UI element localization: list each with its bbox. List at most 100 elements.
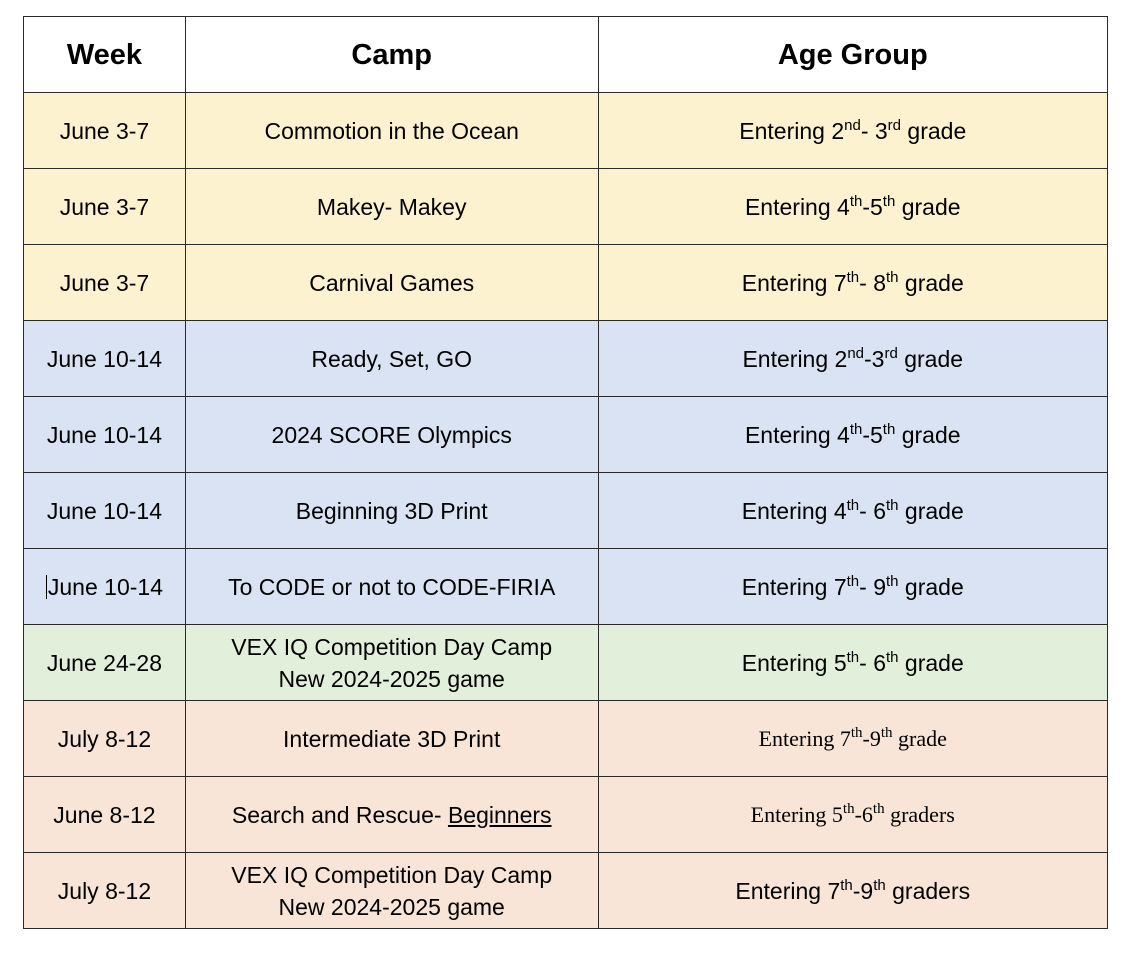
ordinal-suffix: nd <box>847 344 865 362</box>
camp-name-line: New 2024-2025 game <box>278 665 505 692</box>
camp-name-line: New 2024-2025 game <box>278 893 505 920</box>
week-text: June 24-28 <box>46 649 162 676</box>
age-text: grade <box>895 421 961 448</box>
table-row: July 8-12 VEX IQ Competition Day Camp New … <box>23 852 1109 929</box>
camp-name-line: Makey- Makey <box>316 193 467 220</box>
camp-name-line: Beginning 3D Print <box>295 497 488 524</box>
age-group-cell: Entering 4th-5th grade <box>597 168 1109 245</box>
age-text: -9 <box>852 877 874 904</box>
age-text: Entering 5 <box>741 649 847 676</box>
ordinal-suffix: th <box>840 876 853 894</box>
camp-name-line: Commotion in the Ocean <box>264 117 519 144</box>
age-group-cell: Entering 7th- 8th grade <box>597 244 1109 321</box>
camp-name: Search and Rescue- <box>231 801 448 828</box>
week-cell: June 10-14 <box>23 396 186 473</box>
table-row: June 10-14 To CODE or not to CODE-FIRIA En… <box>23 548 1109 625</box>
week-text: June 10-14 <box>46 421 162 448</box>
text-cursor <box>45 574 47 599</box>
camp-cell: Commotion in the Ocean <box>184 92 599 169</box>
ordinal-suffix: th <box>850 724 863 741</box>
ordinal-suffix: th <box>882 192 896 210</box>
week-text: June 3-7 <box>59 193 150 220</box>
header-week: Week <box>23 16 186 93</box>
age-group-cell: Entering 5th-6th graders <box>597 776 1109 853</box>
table-row: June 10-14 Beginning 3D Print Entering 4th… <box>23 472 1109 549</box>
week-text: June 10-14 <box>46 497 162 524</box>
age-text: grade <box>895 193 961 220</box>
age-text: Entering 4 <box>744 421 850 448</box>
ordinal-suffix: th <box>872 800 885 817</box>
camp-cell: VEX IQ Competition Day Camp New 2024-2025… <box>184 852 599 929</box>
ordinal-suffix: rd <box>884 344 898 362</box>
age-group-cell: Entering 2nd- 3rd grade <box>597 92 1109 169</box>
age-text: graders <box>884 801 955 827</box>
age-text: - 9 <box>859 573 886 600</box>
age-text: -5 <box>862 193 883 220</box>
age-text: -6 <box>854 801 873 827</box>
camp-name-line: Intermediate 3D Print <box>283 725 501 752</box>
camp-cell: Search and Rescue- Beginners <box>184 776 599 853</box>
age-text: -3 <box>864 345 885 372</box>
table-row: July 8-12 Intermediate 3D Print Entering 7… <box>23 700 1109 777</box>
age-text: Entering 7 <box>741 269 847 296</box>
camp-name-line: VEX IQ Competition Day Camp <box>231 861 553 888</box>
age-text: grade <box>898 269 964 296</box>
ordinal-suffix: th <box>846 572 860 590</box>
age-group-cell: Entering 7th- 9th grade <box>597 548 1109 625</box>
header-row: Week Camp Age Group <box>23 16 1109 93</box>
table-row: June 3-7 Commotion in the Ocean Entering 2… <box>23 92 1109 169</box>
week-cell: July 8-12 <box>23 700 186 777</box>
ordinal-suffix: nd <box>844 116 861 134</box>
age-text: Entering 4 <box>744 193 850 220</box>
age-text: Entering 4 <box>741 497 847 524</box>
week-text: June 10-14 <box>47 573 163 600</box>
header-camp: Camp <box>184 16 599 93</box>
table-row: June 3-7 Makey- Makey Entering 4th-5th gra… <box>23 168 1109 245</box>
ordinal-suffix: th <box>849 420 863 438</box>
week-cell: June 3-7 <box>23 168 186 245</box>
table-row: June 3-7 Carnival Games Entering 7th- 8th … <box>23 244 1109 321</box>
camp-cell: Makey- Makey <box>184 168 599 245</box>
ordinal-suffix: th <box>886 572 899 590</box>
week-cell: June 8-12 <box>23 776 186 853</box>
camp-cell: To CODE or not to CODE-FIRIA <box>184 548 599 625</box>
ordinal-suffix: th <box>882 420 896 438</box>
table-row: June 10-14 2024 SCORE Olympics Entering 4t… <box>23 396 1109 473</box>
camp-cell: Carnival Games <box>184 244 599 321</box>
camp-name-line: To CODE or not to CODE-FIRIA <box>228 573 556 600</box>
ordinal-suffix: th <box>846 496 860 514</box>
age-group-cell: Entering 5th- 6th grade <box>597 624 1109 701</box>
age-text: grade <box>897 345 964 372</box>
ordinal-suffix: th <box>846 268 860 286</box>
age-group-cell: Entering 4th- 6th grade <box>597 472 1109 549</box>
age-text: -5 <box>862 421 883 448</box>
week-cell: June 10-14 <box>23 320 186 397</box>
age-text: -9 <box>862 725 881 751</box>
age-group-cell: Entering 7th-9th grade <box>597 700 1109 777</box>
ordinal-suffix: rd <box>887 116 902 134</box>
age-text: grade <box>892 725 947 751</box>
ordinal-suffix: th <box>849 192 863 210</box>
ordinal-suffix: th <box>846 648 860 666</box>
age-group-cell: Entering 2nd-3rd grade <box>597 320 1109 397</box>
camp-cell: VEX IQ Competition Day Camp New 2024-2025… <box>184 624 599 701</box>
camp-cell: Intermediate 3D Print <box>184 700 599 777</box>
week-cell: June 10-14 <box>23 472 186 549</box>
age-text: grade <box>898 649 964 676</box>
week-cell: June 3-7 <box>23 244 186 321</box>
age-text: - 8 <box>859 269 886 296</box>
age-group-cell: Entering 7th-9th graders <box>597 852 1109 929</box>
ordinal-suffix: th <box>842 800 855 817</box>
week-cell: June 10-14 <box>23 548 186 625</box>
camp-name-line: Carnival Games <box>309 269 475 296</box>
table-row: June 24-28 VEX IQ Competition Day Camp New… <box>23 624 1109 701</box>
camp-cell: 2024 SCORE Olympics <box>184 396 599 473</box>
ordinal-suffix: th <box>886 496 899 514</box>
camp-level: Beginners <box>447 801 552 828</box>
header-age-group: Age Group <box>597 16 1109 93</box>
week-cell: June 24-28 <box>23 624 186 701</box>
camp-cell: Ready, Set, GO <box>184 320 599 397</box>
ordinal-suffix: th <box>873 876 886 894</box>
age-text: Entering 2 <box>739 117 845 144</box>
age-text: - 3 <box>860 117 888 144</box>
